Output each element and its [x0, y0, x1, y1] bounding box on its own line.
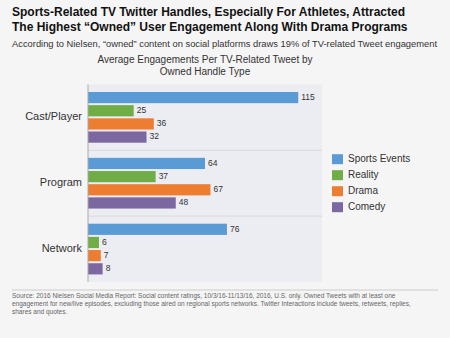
data-label: 6 — [102, 237, 107, 247]
y-tick-label: Program — [40, 176, 82, 188]
source-line: engagement for new/live episodes, exclud… — [12, 300, 411, 308]
data-label: 115 — [301, 92, 315, 102]
title: Sports-Related TV Twitter Handles, Espec… — [12, 5, 408, 34]
data-label: 8 — [106, 263, 111, 273]
subtitle: According to Nielsen, “owned” content on… — [12, 39, 437, 49]
legend: Sports Events Reality Drama Comedy — [332, 153, 410, 212]
bar — [88, 105, 134, 116]
subtitle-line: According to Nielsen, “owned” content on… — [12, 39, 437, 49]
data-label: 67 — [213, 184, 223, 194]
bar — [88, 92, 298, 103]
bar — [88, 132, 147, 143]
group-divider — [88, 216, 322, 217]
chart-title-line: Average Engagements Per TV-Related Tweet… — [97, 54, 312, 65]
legend-label: Drama — [348, 185, 378, 196]
y-tick-label: Network — [42, 242, 83, 254]
legend-swatch — [332, 202, 343, 212]
bar — [88, 184, 210, 195]
legend-label: Comedy — [348, 201, 385, 212]
chart-title-line: Owned Handle Type — [160, 66, 251, 77]
bar — [88, 250, 101, 261]
chart: Sports-Related TV Twitter Handles, Espec… — [0, 0, 450, 338]
data-label: 76 — [230, 224, 240, 234]
title-line: The Highest “Owned” User Engagement Alon… — [12, 20, 408, 34]
data-labels: 1152536326437674876678 — [102, 92, 315, 273]
legend-swatch — [332, 186, 343, 196]
bar — [88, 237, 99, 248]
source: Source: 2016 Nielsen Social Media Report… — [12, 292, 411, 316]
separator — [12, 290, 438, 291]
data-label: 7 — [104, 250, 109, 260]
data-label: 48 — [179, 197, 189, 207]
background — [0, 0, 450, 338]
bar — [88, 118, 154, 129]
legend-swatch — [332, 170, 343, 180]
group-divider — [88, 150, 322, 151]
legend-label: Reality — [348, 169, 379, 180]
chart-title: Average Engagements Per TV-Related Tweet… — [97, 54, 312, 77]
bar — [88, 197, 176, 208]
plot-area — [88, 84, 322, 282]
data-label: 25 — [137, 105, 147, 115]
bar — [88, 263, 103, 274]
bar — [88, 158, 205, 169]
data-label: 37 — [159, 171, 169, 181]
source-line: Source: 2016 Nielsen Social Media Report… — [12, 292, 396, 300]
y-tick-label: Cast/Player — [25, 110, 82, 122]
data-label: 36 — [157, 118, 167, 128]
bar — [88, 224, 227, 235]
legend-swatch — [332, 154, 343, 164]
y-axis-line — [88, 84, 89, 282]
data-label: 32 — [150, 131, 160, 141]
data-label: 64 — [208, 158, 218, 168]
source-line: shares and quotes. — [12, 308, 67, 316]
bar — [88, 171, 156, 182]
title-line: Sports-Related TV Twitter Handles, Espec… — [12, 5, 405, 19]
legend-label: Sports Events — [348, 153, 410, 164]
bars — [88, 92, 298, 274]
